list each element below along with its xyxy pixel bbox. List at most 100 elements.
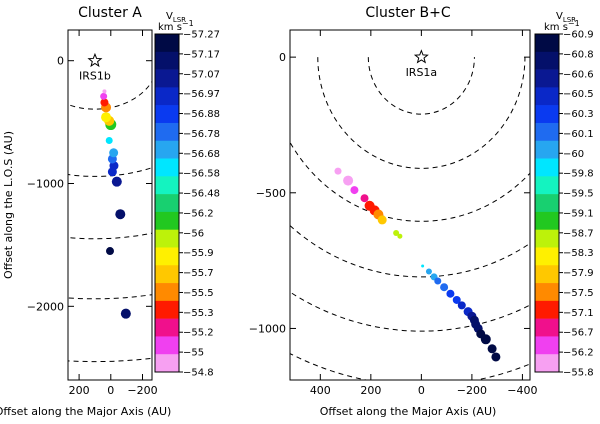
y-tick-label: 0 [279,51,286,64]
colorbar-tick-label: −60.8 [563,49,594,60]
maser-spot [421,264,425,268]
maser-spot [101,112,112,123]
colorbar-swatch [535,87,559,106]
colorbar-tick-label: −60 [563,149,584,160]
colorbar-swatch [535,247,559,266]
colorbar-swatch [155,69,179,88]
maser-spot [120,308,131,319]
colorbar-tick-label: −56.2 [183,208,214,219]
y-axis-label: Offset along the L.O.S (AU) [2,131,15,279]
distance-arc [68,357,152,363]
colorbar-label: VLSR [166,11,186,24]
star-shape [413,49,429,64]
y-tick-label: −1000 [27,178,64,191]
axis-ticks: 200 0 −2000−1000−2000 [27,30,158,397]
colorbar-tick-label: −54.8 [183,368,214,379]
colorbar-swatch [155,229,179,248]
colorbar-tick-label: −56.97 [183,89,220,100]
maser-spot [105,137,113,145]
star-label: IRS1a [406,66,438,79]
colorbar-units: km s−1 [544,19,580,33]
star-label: IRS1b [79,70,111,83]
colorbar-tick-label: −55.8 [563,368,594,379]
colorbar-swatch [535,229,559,248]
maser-spot [457,301,466,310]
colorbar-tick-label: −59.1 [563,208,594,219]
maser-spot [452,295,461,304]
maser-spot [102,89,107,94]
colorbar-tick-label: −55 [183,348,204,359]
colorbar-swatch [155,336,179,355]
colorbar-tick-label: −59.8 [563,169,594,180]
colorbar-swatch [155,158,179,177]
colorbar-tick-label: −55.3 [183,308,214,319]
colorbar-swatch [155,51,179,70]
x-tick-label: −200 [127,384,157,397]
colorbar-units: km s−1 [158,19,194,33]
maser-spot [109,148,119,158]
colorbar-tick-label: −57.07 [183,69,220,80]
distance-arc [68,167,152,177]
colorbar-tick-label: −57.27 [183,30,220,41]
colorbar-tick-label: −56.68 [183,149,220,160]
colorbar-tick-label: −57.17 [183,49,220,60]
distance-arc [367,57,475,115]
maser-spot [109,161,119,171]
x-tick-label: 200 [360,384,381,397]
maser-spot [350,186,359,195]
colorbar-swatch [535,211,559,230]
distance-arcs [290,57,530,380]
colorbar-tick-label: −55.5 [183,288,214,299]
distance-arc [68,80,152,110]
colorbar-swatch [155,247,179,266]
colorbar-swatch [155,211,179,230]
colorbar-swatch [535,283,559,302]
colorbar-swatch [535,69,559,88]
colorbar-swatch [155,354,179,373]
colorbar-tick-label: −58.7 [563,228,594,239]
distance-arc [290,224,530,278]
x-tick-label: 200 [69,384,90,397]
chart-title: Cluster A [78,5,142,21]
colorbar-tick-label: −57.9 [563,268,594,279]
maser-spot [397,233,403,239]
colorbar-tick-label: −55.9 [183,248,214,259]
maser-spot [111,176,122,187]
colorbar-tick-label: −60.6 [563,69,594,80]
colorbar-swatch [535,336,559,355]
data-points [100,89,131,319]
maser-spot [377,215,387,225]
maser-spot [480,334,491,345]
y-tick-label: −2000 [27,300,64,313]
x-tick-label: −400 [507,384,537,397]
maser-spot [434,277,442,285]
y-tick-label: 0 [57,55,64,68]
x-tick-label: 0 [107,384,114,397]
colorbar-tick-label: −56.7 [563,328,594,339]
y-tick-label: −500 [256,187,286,200]
colorbar-swatch [535,51,559,70]
colorbar-swatch [535,140,559,159]
colorbar-tick-label: −56.88 [183,109,220,120]
panel-cluster-bc: Cluster B+C IRS1a 400 200 0 −200 −400 0 −500 −1… [249,5,594,418]
distance-arc [290,291,530,332]
colorbar-tick-label: −60.5 [563,89,594,100]
maser-spot [491,352,501,362]
colorbar-swatch [535,354,559,373]
maser-spot [100,98,109,107]
distance-arcs [68,80,152,363]
colorbar-swatch [535,158,559,177]
maser-spot [100,92,108,100]
colorbar-tick-label: −56.78 [183,129,220,140]
colorbar: −60.9 −60.8 −60.6 −60.5 −60.3 −60.1 −60 −59.8 −5… [534,30,594,379]
distance-arc [290,141,530,222]
colorbar-swatch [155,283,179,302]
colorbar-tick-label: −58.3 [563,248,594,259]
colorbar-tick-label: −60.9 [563,30,594,41]
colorbar-tick-label: −55.2 [183,328,214,339]
x-axis-label: Offset along the Major Axis (AU) [0,405,171,418]
colorbar-swatch [535,34,559,53]
maser-spot [440,283,449,292]
colorbar-tick-label: −55.7 [183,268,214,279]
